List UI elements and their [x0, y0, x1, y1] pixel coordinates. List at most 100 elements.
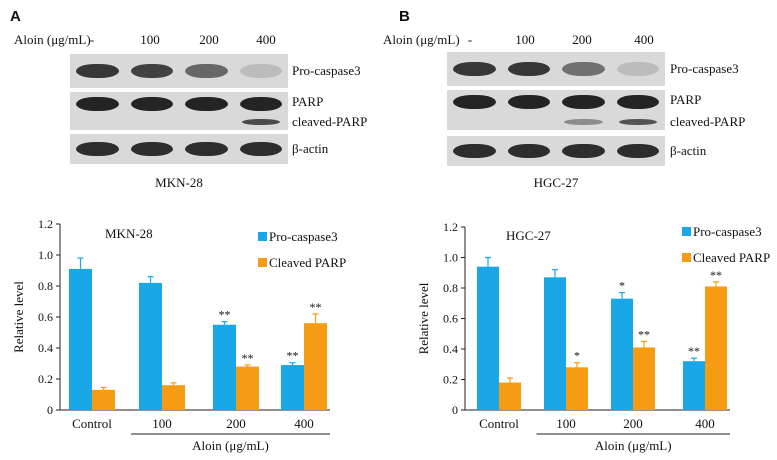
y-tick-label: 0.6 [443, 312, 458, 326]
category-label: 200 [623, 416, 643, 431]
bar [139, 282, 162, 410]
chart-title: MKN-28 [105, 226, 153, 241]
blot-strip [70, 92, 288, 130]
band [76, 142, 119, 156]
y-tick-label: 0.8 [38, 279, 53, 293]
legend-swatch [258, 232, 267, 241]
significance-label: * [574, 349, 580, 363]
significance-label: ** [242, 351, 254, 365]
bar [304, 323, 327, 410]
band [185, 64, 228, 78]
y-tick-label: 1.2 [38, 217, 53, 231]
treatment-label: Aloin (μg/mL) [383, 32, 460, 47]
bar [705, 286, 727, 410]
y-tick-label: 0.2 [38, 372, 53, 386]
significance-label: ** [219, 308, 231, 322]
bar [92, 389, 115, 410]
band-cleaved [564, 119, 603, 125]
bar [477, 266, 499, 410]
band-label: cleaved-PARP [292, 114, 368, 129]
blot-strip [70, 134, 288, 164]
band-label: cleaved-PARP [670, 114, 746, 129]
bar-chart-hgc27: 0 0.2 0.4 0.6 0.8 1.0 1.2 Relative level HGC-27 *… [416, 220, 770, 453]
y-tick-label: 1.0 [38, 248, 53, 262]
band [562, 95, 605, 109]
legend-label: Pro-caspase3 [269, 229, 338, 244]
band [507, 95, 550, 109]
band [616, 144, 659, 158]
y-tick-label: 0 [47, 403, 53, 417]
band [130, 97, 173, 111]
y-tick-label: 0.2 [443, 373, 458, 387]
blot-strip [70, 54, 288, 88]
significance-label: ** [310, 300, 322, 314]
band-label: β-actin [292, 141, 329, 156]
bar [281, 365, 304, 410]
y-tick-label: 1.0 [443, 251, 458, 265]
bar [544, 277, 566, 410]
band [239, 97, 282, 111]
x-axis-label: Aloin (μg/mL) [595, 438, 672, 453]
panel-letter: A [10, 8, 21, 25]
cell-line-label: MKN-28 [155, 175, 203, 190]
band [453, 95, 496, 109]
band [239, 142, 282, 156]
band-label: β-actin [670, 143, 707, 158]
category-label: 400 [695, 416, 715, 431]
band [185, 142, 228, 156]
band [76, 64, 119, 78]
lane-label: 400 [634, 32, 654, 47]
bar [683, 361, 705, 410]
legend-swatch [682, 227, 691, 236]
y-tick-label: 0.8 [443, 281, 458, 295]
y-tick-label: 0 [452, 403, 458, 417]
lane-label: 100 [140, 32, 160, 47]
band-label: Pro-caspase3 [670, 61, 739, 76]
y-tick-label: 0.6 [38, 310, 53, 324]
significance-label: ** [688, 344, 700, 358]
blot-strip [447, 90, 665, 130]
category-label: 100 [152, 416, 172, 431]
bar [499, 382, 521, 410]
bar [69, 268, 92, 410]
chart-title: HGC-27 [506, 228, 551, 243]
panel-letter: B [399, 8, 410, 25]
band [185, 97, 228, 111]
band [76, 97, 119, 111]
legend-swatch [682, 253, 691, 262]
blot-strip [447, 136, 665, 166]
bar [213, 324, 236, 410]
significance-label: ** [638, 327, 650, 341]
band-label: PARP [670, 92, 702, 107]
legend-label: Cleaved PARP [269, 255, 346, 270]
significance-label: ** [710, 268, 722, 282]
category-label: Control [479, 416, 519, 431]
y-axis-label: Relative level [416, 282, 431, 354]
bar [611, 298, 633, 410]
band [130, 142, 173, 156]
bar [566, 367, 588, 410]
category-label: 200 [226, 416, 246, 431]
band [130, 64, 173, 78]
y-axis-label: Relative level [11, 281, 26, 353]
band [453, 62, 496, 76]
band [453, 144, 496, 158]
lane-label: 100 [515, 32, 535, 47]
band [616, 62, 659, 76]
blot-strip [447, 52, 665, 86]
x-axis-label: Aloin (μg/mL) [192, 438, 269, 453]
lane-label: 200 [199, 32, 219, 47]
y-tick-label: 0.4 [38, 341, 53, 355]
lane-label: - [467, 32, 473, 47]
cell-line-label: HGC-27 [533, 175, 579, 190]
band [239, 64, 282, 78]
band [562, 62, 605, 76]
significance-label: * [619, 279, 625, 293]
band [507, 62, 550, 76]
lane-label: - [89, 32, 95, 47]
band-cleaved [618, 119, 657, 125]
legend-swatch [258, 258, 267, 267]
band [562, 144, 605, 158]
category-label: 400 [294, 416, 314, 431]
